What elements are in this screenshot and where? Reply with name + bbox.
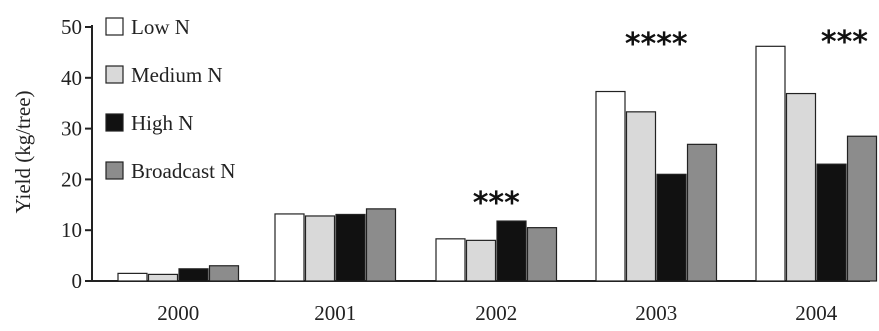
y-tick-label: 30 <box>61 117 82 141</box>
bar-broadcast-n-2000 <box>208 265 240 282</box>
bar-medium-n-2004 <box>785 92 817 282</box>
bar-broadcast-n-2004 <box>846 135 878 282</box>
significance-marker: **** <box>625 27 688 62</box>
y-tick-label: 0 <box>72 269 83 293</box>
bar-medium-n-2001 <box>304 215 336 282</box>
legend: Low N Medium N High N Broadcast N <box>105 15 235 183</box>
significance-annotations: ******* *** <box>473 25 869 221</box>
significance-marker: *** <box>821 25 868 60</box>
bar-low-n-2001 <box>274 213 305 282</box>
y-axis-label: Yield (kg/tree) <box>11 90 35 213</box>
y-tick-label: 20 <box>61 167 82 191</box>
x-category-label: 2003 <box>635 301 677 325</box>
bar-medium-n-2000 <box>147 273 179 282</box>
x-category-label: 2002 <box>475 301 517 325</box>
legend-label: Medium N <box>131 63 223 87</box>
legend-label: High N <box>131 111 193 135</box>
bar-low-n-2000 <box>117 272 148 282</box>
x-category-label: 2000 <box>157 301 199 325</box>
legend-label: Low N <box>131 15 190 39</box>
bar-broadcast-n-2002 <box>526 227 558 282</box>
legend-swatch <box>105 161 124 180</box>
bar-low-n-2004 <box>755 45 786 282</box>
bar-high-n-2000 <box>178 268 209 282</box>
legend-swatch <box>105 17 124 36</box>
y-tick-label: 10 <box>61 218 82 242</box>
bar-high-n-2001 <box>335 213 366 282</box>
x-axis: 2000 2001 2002 2003 2004 <box>92 280 870 325</box>
bars <box>117 45 878 282</box>
bar-low-n-2002 <box>435 238 466 282</box>
legend-swatch <box>105 113 124 132</box>
bar-broadcast-n-2001 <box>365 208 397 282</box>
x-category-label: 2004 <box>795 301 838 325</box>
bar-high-n-2002 <box>496 220 527 282</box>
bar-low-n-2003 <box>595 90 626 282</box>
significance-marker: *** <box>473 186 520 221</box>
bar-medium-n-2003 <box>625 111 657 282</box>
bar-broadcast-n-2003 <box>686 143 718 282</box>
x-category-label: 2001 <box>314 301 356 325</box>
legend-swatch <box>105 65 124 84</box>
bar-medium-n-2002 <box>465 239 497 282</box>
y-tick-label: 40 <box>61 66 82 90</box>
y-tick-label: 50 <box>61 15 82 39</box>
y-axis: 0 10 20 30 40 50 <box>61 15 93 293</box>
bar-high-n-2003 <box>656 173 687 282</box>
bar-high-n-2004 <box>816 163 847 282</box>
legend-label: Broadcast N <box>131 159 235 183</box>
